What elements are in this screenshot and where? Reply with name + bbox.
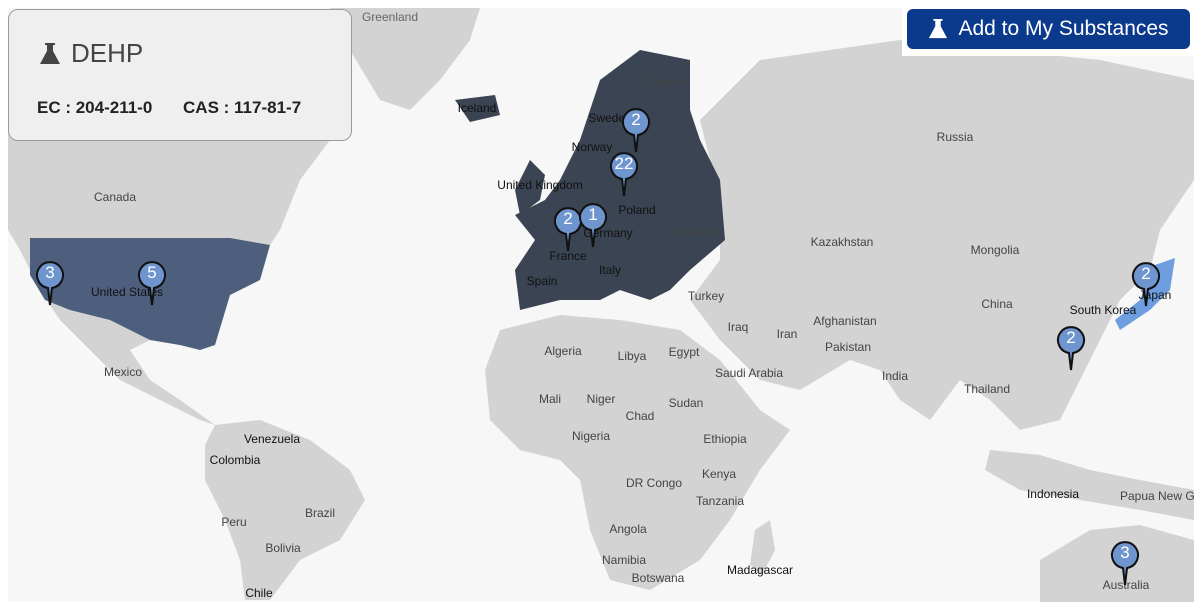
country-label: Bolivia [265, 541, 301, 555]
country-label: Norway [571, 140, 613, 154]
marker-count: 22 [614, 154, 634, 173]
country-label: Iceland [457, 101, 497, 115]
country-label: United Kingdom [497, 178, 583, 192]
country-label: Finland [645, 75, 685, 89]
map-marker[interactable]: 2 [1056, 325, 1086, 371]
country-label: Botswana [631, 571, 685, 585]
country-label: Venezuela [243, 432, 301, 446]
country-label: Poland [618, 203, 656, 217]
country-label: Indonesia [1026, 487, 1080, 501]
map-pin-icon [554, 207, 582, 252]
map-marker[interactable]: 2 [621, 107, 651, 153]
marker-count: 2 [631, 110, 641, 129]
substance-card: DEHP EC : 204-211-0 CAS : 117-81-7 [8, 9, 352, 141]
country-label: Egypt [668, 345, 700, 359]
country-label: Mongolia [970, 243, 1020, 257]
country-label: Sudan [668, 396, 704, 410]
map-pin-icon [138, 261, 166, 306]
country-label: Mexico [103, 365, 143, 379]
marker-count: 3 [1120, 543, 1130, 562]
ec-number: EC : 204-211-0 [37, 98, 153, 117]
country-label: Pakistan [824, 340, 872, 354]
map-pin-icon [36, 261, 64, 306]
marker-count: 2 [1066, 328, 1076, 347]
map-pin-icon [622, 108, 650, 153]
map-marker[interactable]: 3 [35, 260, 65, 306]
country-label: Afghanistan [813, 314, 877, 328]
country-label: Ethiopia [703, 432, 747, 446]
map-marker[interactable]: 22 [609, 151, 639, 197]
country-label: Iran [776, 327, 798, 341]
cas-number: CAS : 117-81-7 [183, 98, 302, 117]
flask-icon [40, 42, 60, 64]
marker-count: 1 [588, 205, 598, 224]
country-label: Colombia [209, 453, 261, 467]
marker-count: 3 [45, 263, 55, 282]
country-label: India [881, 369, 909, 383]
country-label: Chad [625, 409, 655, 423]
map-marker[interactable]: 3 [1110, 540, 1140, 586]
country-label: Tanzania [695, 494, 745, 508]
map-pin-icon [1132, 262, 1160, 307]
country-label: Iraq [727, 320, 749, 334]
map-marker[interactable]: 1 [578, 202, 608, 248]
marker-count: 2 [1141, 264, 1151, 283]
substance-name: DEHP [71, 38, 144, 68]
map-marker[interactable]: 5 [137, 260, 167, 306]
country-label: Libya [617, 349, 647, 363]
country-label: Kenya [701, 467, 737, 481]
country-label: Chile [245, 586, 273, 600]
marker-count: 2 [563, 209, 573, 228]
country-label: Mali [538, 392, 562, 406]
country-label: South Korea [1069, 303, 1137, 317]
country-label: Nigeria [571, 429, 611, 443]
country-label: Turkey [687, 289, 725, 303]
country-label: Algeria [544, 344, 582, 358]
country-label: Angola [609, 522, 647, 536]
country-label: France [549, 249, 587, 263]
map-pin-icon [610, 152, 638, 197]
map-marker[interactable]: 2 [553, 206, 583, 252]
country-label: DR Congo [625, 476, 683, 490]
flask-icon [929, 19, 948, 39]
add-to-my-substances-button[interactable]: Add to My Substances [907, 9, 1190, 49]
add-button-label: Add to My Substances [958, 17, 1169, 40]
marker-count: 5 [147, 263, 157, 282]
country-label: Namibia [601, 553, 647, 567]
country-label: Peru [221, 515, 247, 529]
country-label: China [981, 297, 1013, 311]
country-label: Ukraine [674, 225, 716, 239]
country-label: Madagascar [726, 563, 794, 577]
country-label: Papua New Guinea [1119, 489, 1194, 503]
country-label: United States [90, 285, 164, 299]
country-label: Canada [93, 190, 137, 204]
country-label: Brazil [304, 506, 336, 520]
map-marker[interactable]: 2 [1131, 261, 1161, 307]
map-pin-icon [1111, 541, 1139, 586]
country-label: Niger [586, 392, 616, 406]
map-pin-icon [1057, 326, 1085, 371]
country-label: Spain [526, 274, 558, 288]
country-label: Saudi Arabia [714, 366, 784, 380]
country-label: Italy [598, 263, 622, 277]
country-label: Sweden [588, 111, 632, 125]
map-pin-icon [579, 203, 607, 248]
country-label: Russia [936, 130, 974, 144]
country-label: Thailand [963, 382, 1011, 396]
country-label: Kazakhstan [810, 235, 874, 249]
country-label: Greenland [361, 10, 419, 24]
